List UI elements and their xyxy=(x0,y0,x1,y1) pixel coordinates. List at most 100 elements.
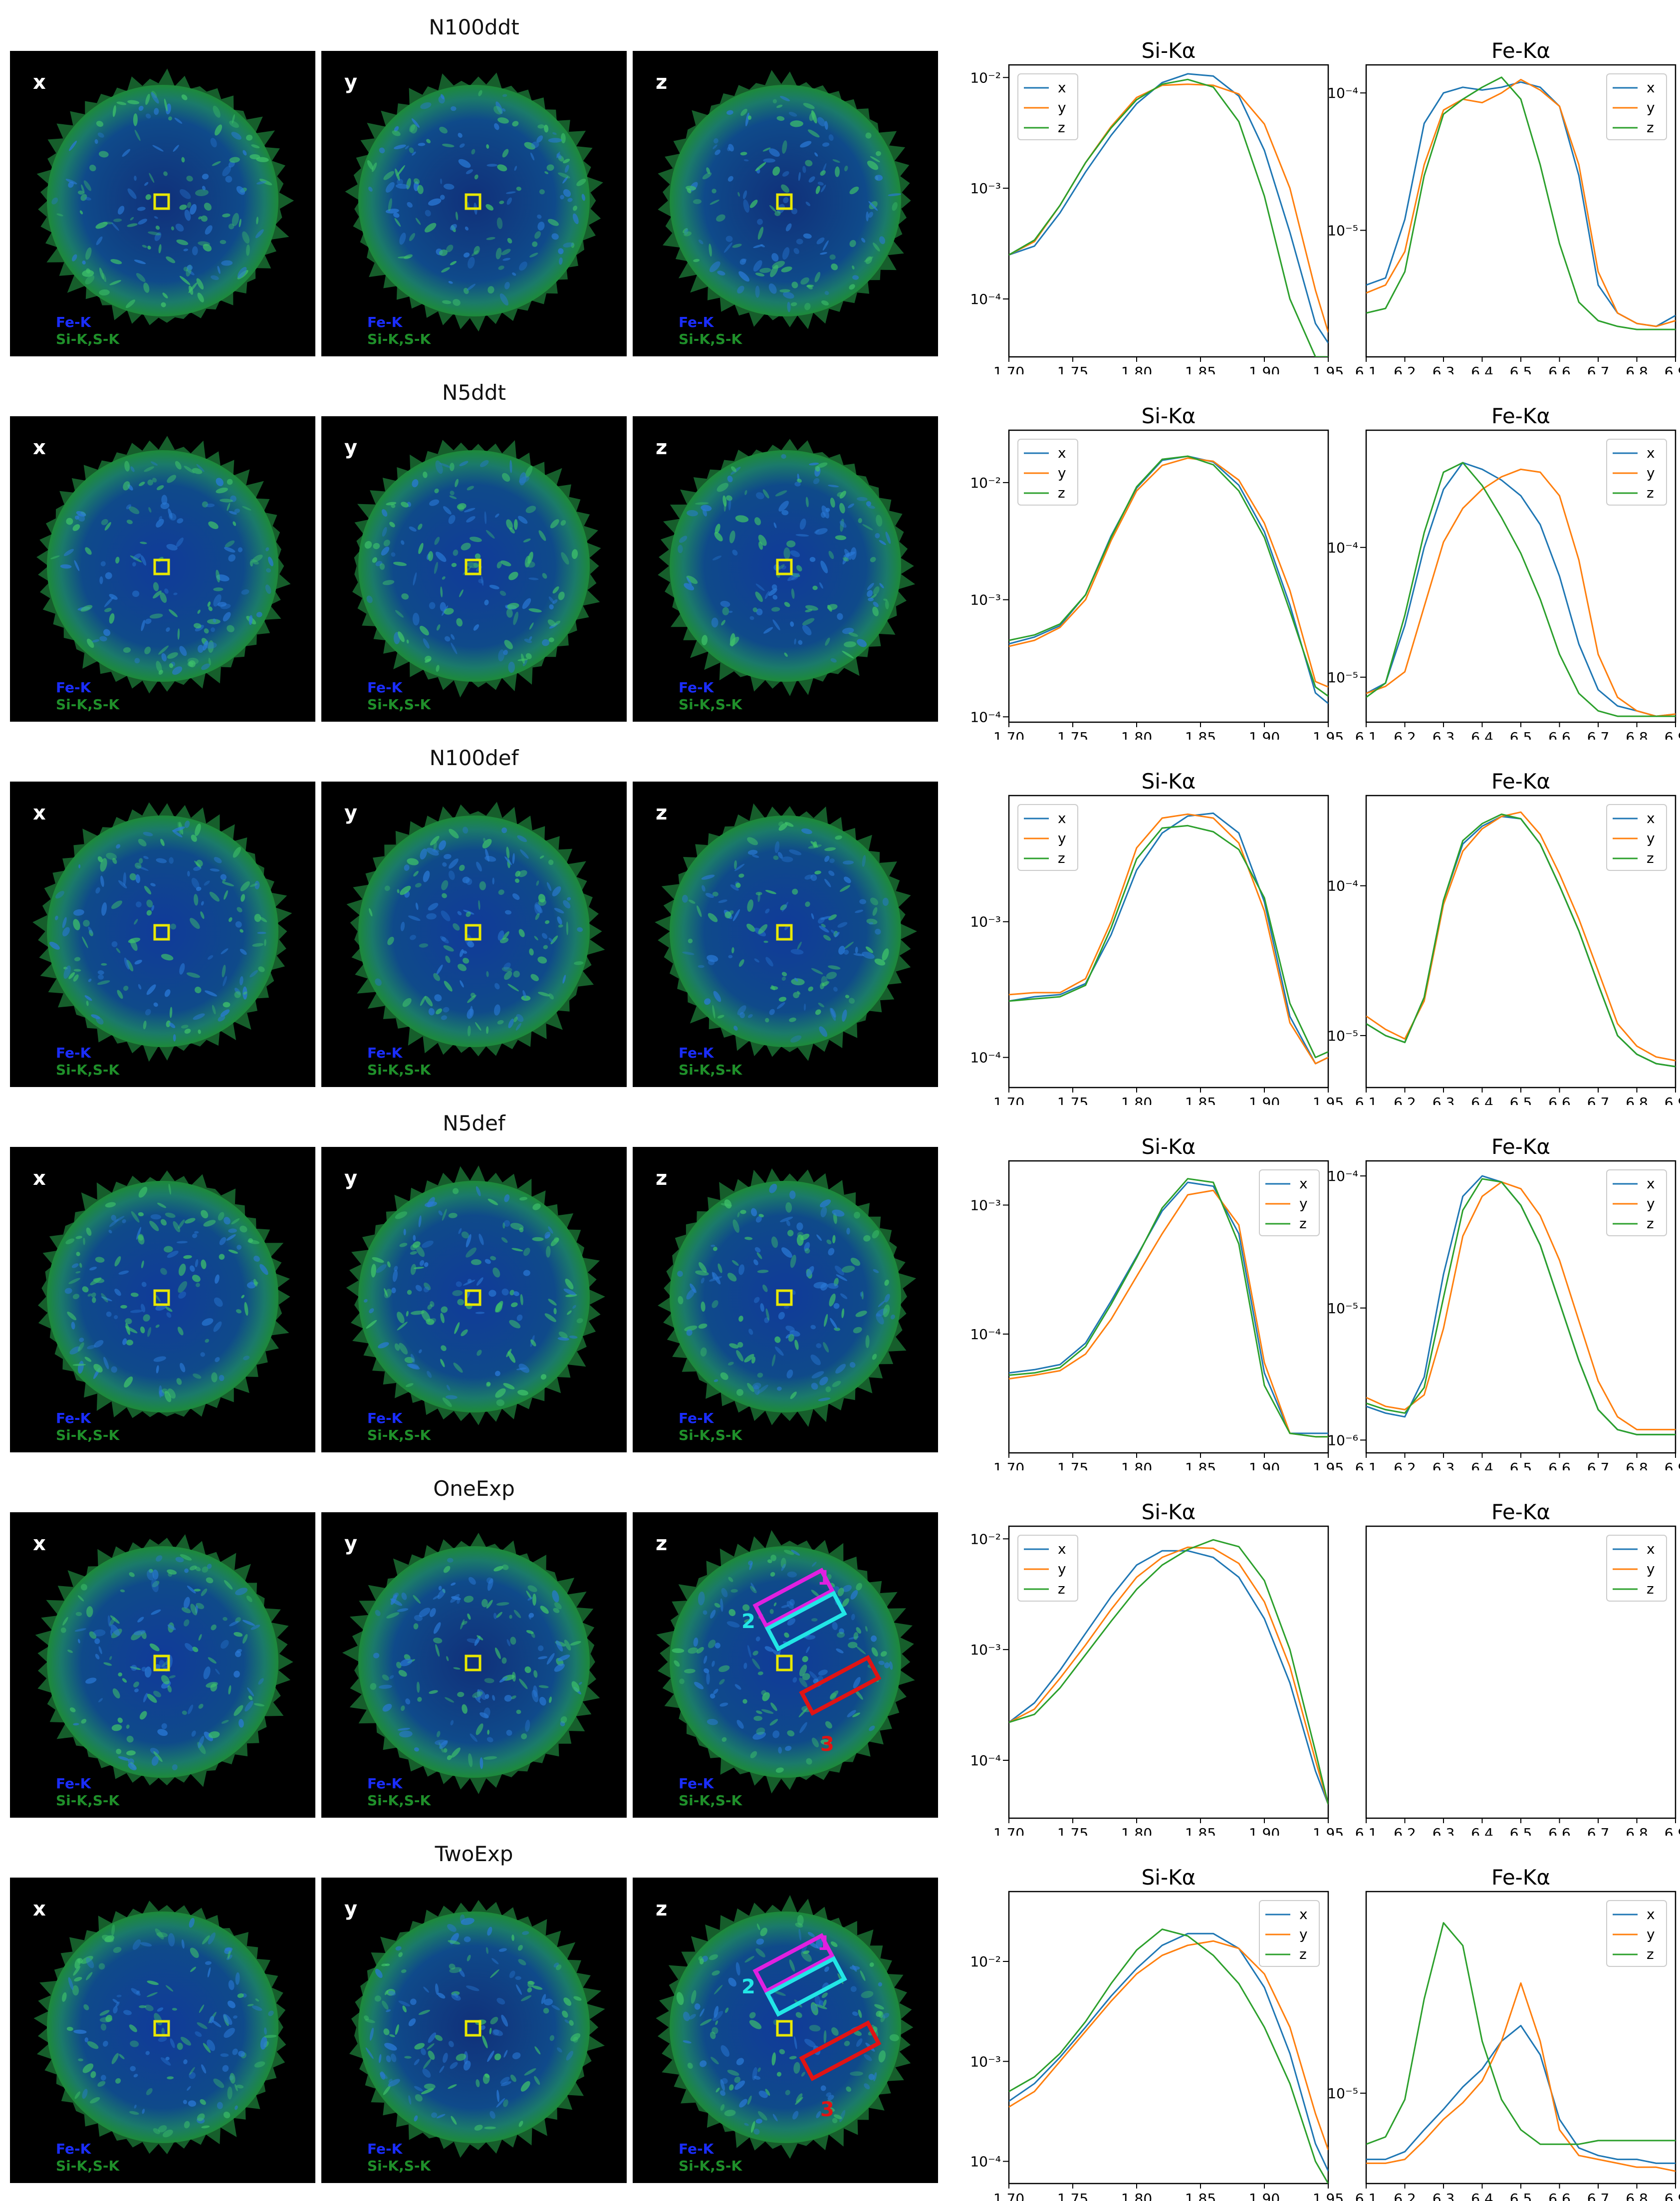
legend-label: y xyxy=(1647,1926,1655,1942)
central-region-box xyxy=(153,1289,170,1306)
x-tick-label: 6.9 xyxy=(1665,729,1680,740)
x-tick-label: 1.80 xyxy=(1121,1460,1152,1470)
x-tick-label: 6.7 xyxy=(1587,2191,1610,2201)
x-tick-label: 1.75 xyxy=(1057,1095,1088,1105)
region-label: 3 xyxy=(820,1733,834,1756)
x-tick-label: 6.5 xyxy=(1510,1095,1532,1105)
y-tick-label: 10⁻⁴ xyxy=(970,1050,1001,1066)
y-tick-label: 10⁻⁶ xyxy=(1327,1432,1358,1448)
region-3 xyxy=(799,2020,882,2081)
legend-box xyxy=(1017,1535,1078,1602)
series-line-z xyxy=(1366,814,1676,1068)
x-tick-label: 6.1 xyxy=(1355,1460,1378,1470)
fe-legend-label: Fe-K xyxy=(367,679,403,696)
legend-label: x xyxy=(1647,79,1655,96)
region-label: 2 xyxy=(741,1610,755,1633)
fe-legend-label: Fe-K xyxy=(56,1045,91,1061)
x-tick-label: 1.95 xyxy=(1313,364,1344,374)
central-region-box xyxy=(153,558,170,575)
plot-title: Fe-Kα xyxy=(1491,404,1550,428)
legend-label: x xyxy=(1299,1175,1308,1192)
map-panel-z: 1 2 3 z Fe-K Si-K,S-K xyxy=(633,1512,938,1818)
plot-title: Fe-Kα xyxy=(1491,1865,1550,1890)
fe-legend-label: Fe-K xyxy=(679,314,714,330)
si-legend-label: Si-K,S-K xyxy=(56,1062,120,1078)
series-line-z xyxy=(1009,78,1328,357)
map-panel-x: x Fe-K Si-K,S-K xyxy=(10,1512,315,1818)
map-panel-y: y Fe-K Si-K,S-K xyxy=(321,51,627,356)
central-region-box xyxy=(465,193,481,210)
y-tick-label: 10⁻⁴ xyxy=(1327,85,1358,101)
plot-title: Fe-Kα xyxy=(1491,769,1550,794)
x-tick-label: 6.4 xyxy=(1471,1825,1493,1836)
y-tick-label: 10⁻² xyxy=(970,1953,1001,1970)
series-line-z xyxy=(1366,76,1676,330)
series-line-z xyxy=(1366,1178,1676,1435)
si-legend-label: Si-K,S-K xyxy=(367,1062,431,1078)
series-line-z xyxy=(1009,825,1328,1059)
legend-label: x xyxy=(1647,1541,1655,1557)
x-tick-label: 1.70 xyxy=(993,2191,1024,2201)
x-tick-label: 6.3 xyxy=(1433,364,1455,374)
si-legend-label: Si-K,S-K xyxy=(679,2158,742,2174)
central-region-box xyxy=(776,1289,793,1306)
x-tick-label: 6.4 xyxy=(1471,1460,1493,1470)
series-line-x xyxy=(1366,1486,1676,1489)
central-region-box xyxy=(465,1289,481,1306)
legend-label: y xyxy=(1058,830,1066,846)
x-tick-label: 6.1 xyxy=(1355,364,1378,374)
legend-label: z xyxy=(1058,850,1065,866)
series-line-z xyxy=(1009,1928,1328,2184)
series-line-y xyxy=(1009,1546,1328,1805)
x-tick-label: 6.6 xyxy=(1548,729,1571,740)
x-tick-label: 6.3 xyxy=(1433,2191,1455,2201)
legend-label: z xyxy=(1058,485,1065,501)
projection-label: z xyxy=(656,436,668,459)
remnant-disk xyxy=(47,816,278,1047)
remnant-disk xyxy=(358,816,590,1047)
plot-title: Fe-Kα xyxy=(1491,38,1550,63)
x-tick-label: 1.80 xyxy=(1121,1095,1152,1105)
x-tick-label: 6.7 xyxy=(1587,1460,1610,1470)
series-line-y xyxy=(1009,1940,1328,2151)
fe-legend-label: Fe-K xyxy=(367,314,403,330)
y-tick-label: 10⁻⁴ xyxy=(1327,1168,1358,1184)
legend-box xyxy=(1606,1169,1667,1236)
map-panel-z: z Fe-K Si-K,S-K xyxy=(633,782,938,1087)
plot-title: Si-Kα xyxy=(1142,38,1196,63)
central-region-box xyxy=(776,1654,793,1671)
projection-label: y xyxy=(344,802,358,825)
x-tick-label: 1.75 xyxy=(1057,1825,1088,1836)
x-tick-label: 1.80 xyxy=(1121,1825,1152,1836)
legend-label: y xyxy=(1058,1561,1066,1577)
x-tick-label: 1.85 xyxy=(1185,364,1216,374)
projection-label: y xyxy=(344,71,358,94)
legend-label: z xyxy=(1299,1946,1307,1962)
x-tick-label: 6.5 xyxy=(1510,1460,1532,1470)
remnant-disk xyxy=(670,85,901,316)
fe-legend-label: Fe-K xyxy=(679,2141,714,2157)
x-tick-label: 1.80 xyxy=(1121,729,1152,740)
projection-label: z xyxy=(656,1532,668,1555)
y-tick-label: 10⁻⁴ xyxy=(970,291,1001,307)
x-tick-label: 6.2 xyxy=(1394,729,1416,740)
y-tick-label: 10⁻³ xyxy=(970,1642,1001,1658)
y-tick-label: 10⁻³ xyxy=(970,914,1001,930)
region-label: 2 xyxy=(741,1975,755,1998)
plot-title: Si-Kα xyxy=(1142,1865,1196,1890)
remnant-disk xyxy=(47,1546,278,1778)
si-legend-label: Si-K,S-K xyxy=(56,2158,120,2174)
spectra-N100ddt: Si-Kα1.701.751.801.851.901.95E [keV]10⁻⁴… xyxy=(970,38,1680,374)
model-title: TwoExp xyxy=(435,1842,513,1866)
map-panel-y: y Fe-K Si-K,S-K xyxy=(321,416,627,722)
fe-legend-label: Fe-K xyxy=(679,679,714,696)
x-tick-label: 1.90 xyxy=(1249,1460,1280,1470)
map-panel-z: z Fe-K Si-K,S-K xyxy=(633,416,938,722)
series-line-y xyxy=(1366,468,1676,717)
series-line-y xyxy=(1366,79,1676,327)
x-tick-label: 1.90 xyxy=(1249,1095,1280,1105)
legend-box xyxy=(1017,439,1078,506)
region-label: 3 xyxy=(820,2098,834,2121)
x-tick-label: 6.7 xyxy=(1587,1825,1610,1836)
si-legend-label: Si-K,S-K xyxy=(367,1792,431,1809)
